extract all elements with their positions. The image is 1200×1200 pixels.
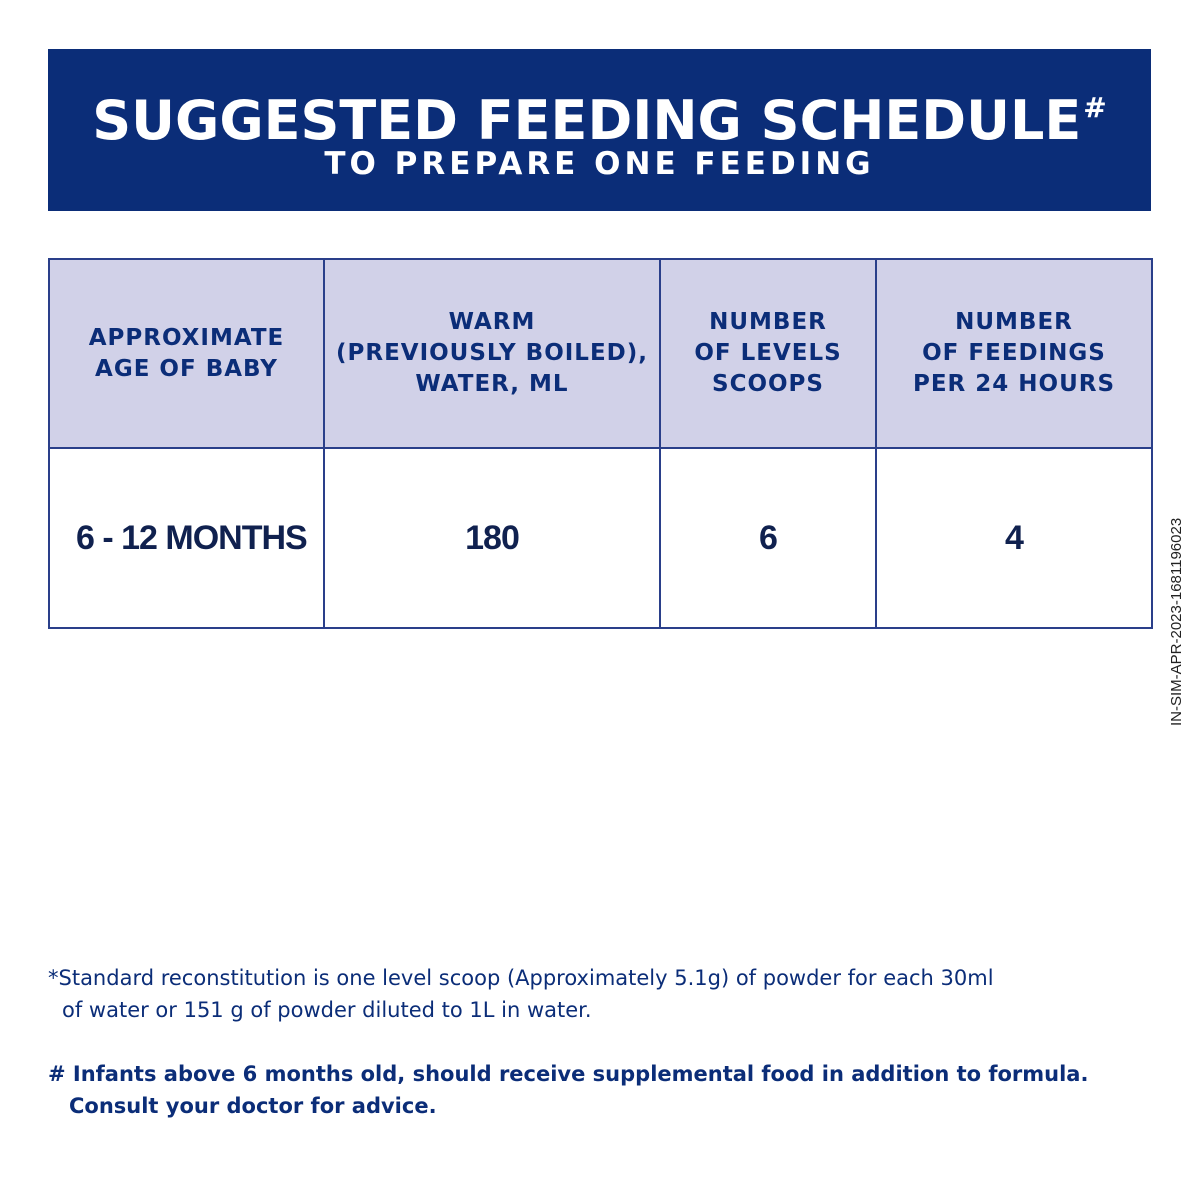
column-header-feedings: NUMBER OF FEEDINGS PER 24 HOURS [875,258,1153,449]
page-title: SUGGESTED FEEDING SCHEDULE# [48,78,1151,151]
page-subtitle: TO PREPARE ONE FEEDING [324,146,875,182]
infants-note-line1: # Infants above 6 months old, should rec… [48,1062,1089,1086]
table-header-row: APPROXIMATE AGE OF BABY WARM (PREVIOUSLY… [48,258,1153,449]
column-header-age: APPROXIMATE AGE OF BABY [48,258,325,449]
table-row: 6 - 12 MONTHS 180 6 4 [48,447,1153,629]
infants-note-line2: Consult your doctor for advice. [69,1094,437,1118]
cell-feedings: 4 [875,447,1153,629]
reconstitution-note-line2: of water or 151 g of powder diluted to 1… [62,998,592,1022]
cell-age: 6 - 12 MONTHS [48,447,325,629]
schedule-header: SUGGESTED FEEDING SCHEDULE# TO PREPARE O… [48,49,1151,211]
column-header-scoops: NUMBER OF LEVELS SCOOPS [659,258,877,449]
reference-code: IN-SIM-APR-2023-1681196023 [1168,517,1185,726]
cell-water-ml: 180 [323,447,661,629]
reconstitution-note: *Standard reconstitution is one level sc… [48,962,1148,1026]
title-footnote-mark: # [1083,91,1107,124]
infants-note: # Infants above 6 months old, should rec… [48,1058,1148,1122]
feeding-schedule-table: APPROXIMATE AGE OF BABY WARM (PREVIOUSLY… [48,258,1153,629]
column-header-water: WARM (PREVIOUSLY BOILED), WATER, ML [323,258,661,449]
cell-scoops: 6 [659,447,877,629]
title-text: SUGGESTED FEEDING SCHEDULE [92,89,1082,152]
reconstitution-note-line1: *Standard reconstitution is one level sc… [48,966,994,990]
